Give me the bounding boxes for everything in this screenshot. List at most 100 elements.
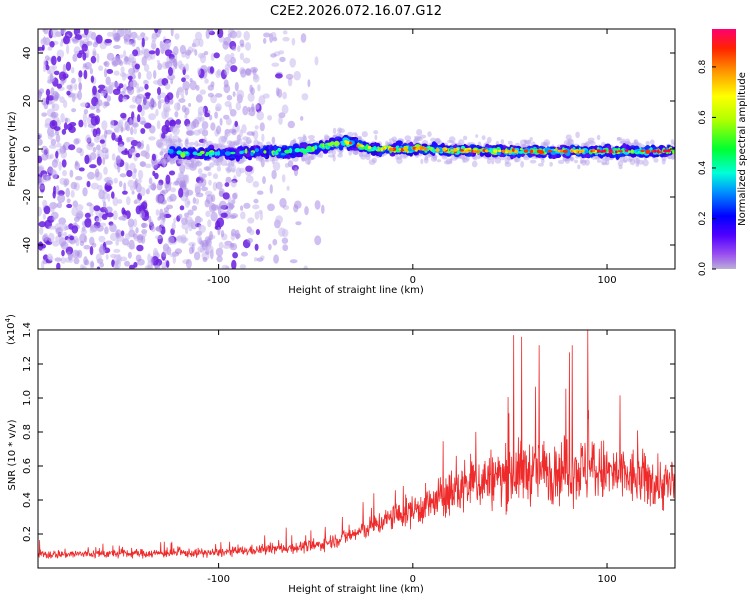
noise-blob bbox=[105, 254, 109, 260]
noise-blob bbox=[257, 84, 261, 92]
noise-blob bbox=[137, 71, 142, 80]
noise-blob bbox=[74, 160, 79, 167]
noise-blob bbox=[279, 56, 286, 63]
noise-blob bbox=[76, 210, 84, 219]
noise-blob bbox=[71, 206, 78, 217]
noise-blob bbox=[97, 184, 103, 191]
noise-blob bbox=[215, 93, 223, 98]
noise-blob bbox=[106, 179, 114, 186]
noise-blob bbox=[254, 243, 259, 251]
halo-blob bbox=[373, 130, 379, 135]
band-highlight bbox=[519, 148, 524, 151]
noise-blob bbox=[160, 219, 165, 227]
noise-blob bbox=[216, 217, 225, 228]
band-hotspot bbox=[360, 144, 364, 148]
halo-blob bbox=[309, 154, 316, 160]
noise-blob bbox=[303, 265, 308, 269]
noise-blob bbox=[282, 91, 287, 100]
noise-blob bbox=[210, 122, 216, 131]
band-highlight bbox=[372, 146, 377, 151]
band-hotspot bbox=[356, 144, 359, 148]
noise-blob bbox=[78, 82, 82, 92]
noise-blob bbox=[146, 70, 153, 80]
noise-blob bbox=[239, 264, 247, 269]
noise-blob bbox=[161, 132, 166, 139]
band-blob bbox=[617, 153, 624, 157]
noise-blob bbox=[220, 212, 228, 218]
halo-blob bbox=[637, 159, 644, 165]
noise-blob bbox=[231, 199, 236, 205]
band-hotspot bbox=[511, 148, 515, 152]
noise-blob bbox=[43, 29, 49, 35]
halo-blob bbox=[523, 155, 530, 161]
halo-blob bbox=[157, 142, 164, 149]
halo-blob bbox=[201, 142, 206, 148]
noise-blob bbox=[222, 41, 229, 50]
halo-blob bbox=[543, 139, 551, 147]
noise-blob bbox=[253, 73, 259, 80]
noise-blob bbox=[38, 221, 46, 228]
noise-blob bbox=[60, 223, 69, 231]
noise-blob bbox=[150, 255, 154, 266]
noise-blob bbox=[152, 80, 161, 85]
noise-blob bbox=[48, 65, 55, 76]
noise-blob bbox=[83, 244, 91, 250]
halo-blob bbox=[635, 163, 640, 167]
noise-blob bbox=[136, 93, 145, 99]
noise-blob bbox=[159, 212, 166, 221]
noise-blob bbox=[105, 76, 111, 86]
noise-blob bbox=[49, 73, 54, 83]
noise-blob bbox=[156, 182, 163, 191]
noise-blob bbox=[47, 95, 55, 101]
noise-blob bbox=[38, 155, 43, 163]
noise-blob bbox=[89, 105, 96, 110]
halo-blob bbox=[491, 158, 495, 165]
halo-blob bbox=[204, 140, 208, 144]
noise-blob bbox=[62, 169, 67, 177]
noise-blob bbox=[184, 187, 190, 198]
band-hotspot bbox=[663, 149, 668, 153]
noise-blob bbox=[198, 173, 207, 179]
halo-blob bbox=[170, 138, 178, 143]
noise-blob bbox=[141, 231, 147, 238]
halo-blob bbox=[486, 136, 492, 144]
noise-blob bbox=[98, 84, 106, 90]
noise-blob bbox=[240, 205, 244, 211]
noise-blob bbox=[137, 114, 141, 123]
noise-blob bbox=[156, 120, 161, 130]
halo-blob bbox=[645, 140, 650, 146]
band-highlight bbox=[176, 150, 182, 155]
noise-blob bbox=[148, 113, 157, 121]
noise-blob bbox=[51, 159, 59, 168]
noise-blob bbox=[143, 150, 148, 158]
noise-blob bbox=[151, 153, 156, 161]
noise-blob bbox=[100, 90, 106, 97]
noise-blob bbox=[96, 266, 101, 269]
noise-blob bbox=[175, 119, 182, 125]
svg-text:(x104): (x104) bbox=[4, 314, 17, 345]
halo-blob bbox=[653, 158, 659, 163]
noise-blob bbox=[105, 240, 113, 245]
x-tick-label: -100 bbox=[207, 275, 230, 286]
noise-blob bbox=[206, 194, 213, 204]
noise-blob bbox=[61, 249, 65, 257]
noise-blob bbox=[42, 199, 48, 207]
noise-blob bbox=[216, 255, 223, 263]
noise-blob bbox=[126, 170, 133, 177]
halo-blob bbox=[213, 159, 220, 166]
noise-blob bbox=[151, 33, 157, 43]
noise-blob bbox=[47, 132, 53, 140]
halo-blob bbox=[650, 139, 655, 145]
noise-blob bbox=[321, 204, 325, 214]
halo-blob bbox=[165, 135, 171, 142]
noise-blob bbox=[141, 56, 147, 66]
band-hotspot bbox=[501, 149, 506, 153]
snr-panel: 0.2 0.4 0.6 0.8 1.0 1.2 1.4 -100 0 100 Height of… bbox=[4, 314, 676, 595]
band-hotspot bbox=[400, 148, 405, 152]
noise-blob bbox=[234, 81, 239, 92]
halo-blob bbox=[475, 134, 479, 138]
noise-blob bbox=[95, 101, 100, 111]
noise-blob bbox=[102, 191, 109, 200]
band-hotspot bbox=[404, 149, 409, 152]
noise-blob bbox=[98, 235, 106, 243]
